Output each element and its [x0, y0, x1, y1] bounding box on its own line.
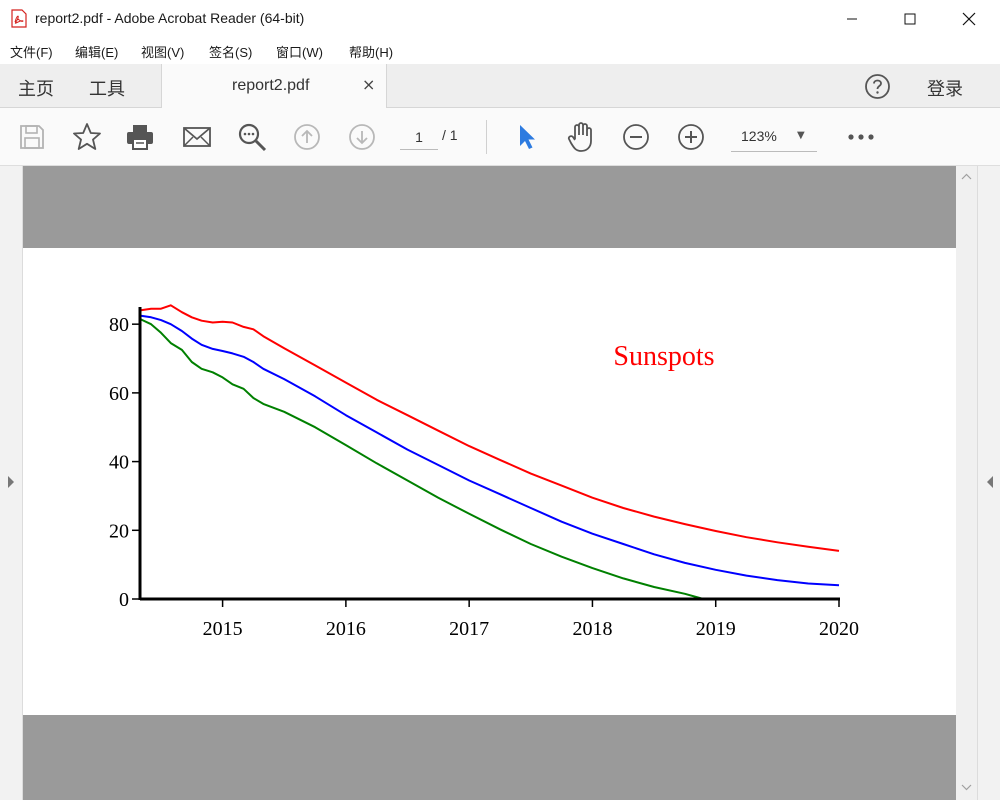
menu-help[interactable]: 帮助(H) [349, 45, 394, 60]
hand-tool-button[interactable] [563, 119, 599, 155]
series-line-1 [139, 304, 840, 552]
menu-bar: 文件(F) 编辑(E) 视图(V) 签名(S) 窗口(W) 帮助(H) [0, 38, 1000, 64]
y-tick-label: 80 [109, 314, 129, 336]
x-tick-label: 2020 [819, 618, 859, 640]
save-icon [20, 125, 44, 149]
pdf-file-icon [11, 9, 27, 28]
expand-left-pane-icon[interactable] [7, 475, 15, 489]
previous-page-button[interactable] [289, 119, 325, 155]
printer-icon [127, 125, 153, 150]
search-icon [238, 123, 267, 152]
y-tick-label: 60 [109, 383, 129, 405]
pdf-page: 0 20 40 60 80 2015 2016 2017 2018 2019 2020 Sunspot… [23, 248, 956, 715]
menu-file[interactable]: 文件(F) [10, 45, 53, 60]
toolbar: / 1 123% ▼ [0, 108, 1000, 166]
save-button[interactable] [14, 119, 50, 155]
series-line-2 [139, 314, 840, 587]
title-bar: report2.pdf - Adobe Acrobat Reader (64-b… [0, 0, 1000, 38]
zoom-value: 123% [741, 128, 777, 144]
zoom-select[interactable]: 123% ▼ [731, 124, 817, 152]
x-tick-label: 2019 [696, 618, 736, 640]
scroll-down-icon[interactable] [961, 783, 972, 791]
x-tick-label: 2016 [326, 618, 366, 640]
x-tick-label: 2015 [203, 618, 243, 640]
document-viewer[interactable]: 0 20 40 60 80 2015 2016 2017 2018 2019 2020 Sunspot… [23, 166, 956, 800]
select-tool-button[interactable] [509, 119, 545, 155]
y-tick-label: 20 [109, 520, 129, 542]
close-tab-button[interactable]: × [362, 75, 376, 94]
tab-document[interactable]: report2.pdf × [161, 64, 387, 109]
arrow-up-circle-icon [294, 124, 320, 150]
y-tick-label: 40 [109, 452, 129, 474]
tab-home[interactable]: 主页 [18, 79, 54, 100]
window-title: report2.pdf - Adobe Acrobat Reader (64-b… [35, 10, 305, 26]
hand-icon [567, 122, 592, 152]
left-pane-collapsed [0, 166, 23, 800]
zoom-in-button[interactable] [673, 119, 709, 155]
menu-sign[interactable]: 签名(S) [209, 45, 253, 60]
y-tick-label: 0 [119, 589, 129, 611]
menu-view[interactable]: 视图(V) [141, 45, 185, 60]
more-tools-button[interactable] [843, 119, 879, 155]
envelope-icon [183, 127, 211, 147]
menu-window[interactable]: 窗口(W) [276, 45, 323, 60]
plus-circle-icon [678, 124, 704, 150]
scroll-up-icon[interactable] [961, 173, 972, 181]
star-icon [73, 123, 101, 150]
chart-annotation: Sunspots [613, 341, 714, 372]
page-number-input[interactable] [400, 124, 438, 150]
sign-in-link[interactable]: 登录 [927, 79, 963, 100]
vertical-scrollbar[interactable] [956, 166, 977, 800]
print-button[interactable] [122, 119, 158, 155]
document-tab-label: report2.pdf [232, 77, 310, 94]
search-button[interactable] [234, 119, 270, 155]
help-icon[interactable] [864, 73, 891, 100]
email-button[interactable] [179, 119, 215, 155]
maximize-button[interactable] [884, 0, 936, 38]
cursor-arrow-icon [520, 125, 535, 149]
series-line-3 [139, 318, 839, 600]
page-total: / 1 [442, 127, 458, 143]
bookmark-button[interactable] [69, 119, 105, 155]
minimize-button[interactable] [826, 0, 878, 38]
x-tick-label: 2017 [449, 618, 489, 640]
zoom-out-button[interactable] [618, 119, 654, 155]
arrow-down-circle-icon [349, 124, 375, 150]
tab-bar: 主页 工具 登录 [0, 64, 1000, 108]
maximize-icon [904, 13, 916, 25]
chevron-down-icon: ▼ [797, 130, 805, 141]
close-icon [962, 12, 976, 26]
toolbar-divider [486, 120, 487, 154]
sunspots-chart: 0 20 40 60 80 2015 2016 2017 2018 2019 2020 Sunspot… [109, 304, 859, 640]
right-pane-collapsed [977, 166, 1000, 800]
more-dots-icon [848, 134, 874, 140]
x-tick-label: 2018 [572, 618, 612, 640]
next-page-button[interactable] [344, 119, 380, 155]
minimize-icon [847, 18, 857, 20]
tab-tools[interactable]: 工具 [89, 79, 125, 100]
close-window-button[interactable] [943, 0, 995, 38]
menu-edit[interactable]: 编辑(E) [75, 45, 119, 60]
minus-circle-icon [623, 124, 649, 150]
expand-right-pane-icon[interactable] [986, 475, 994, 489]
